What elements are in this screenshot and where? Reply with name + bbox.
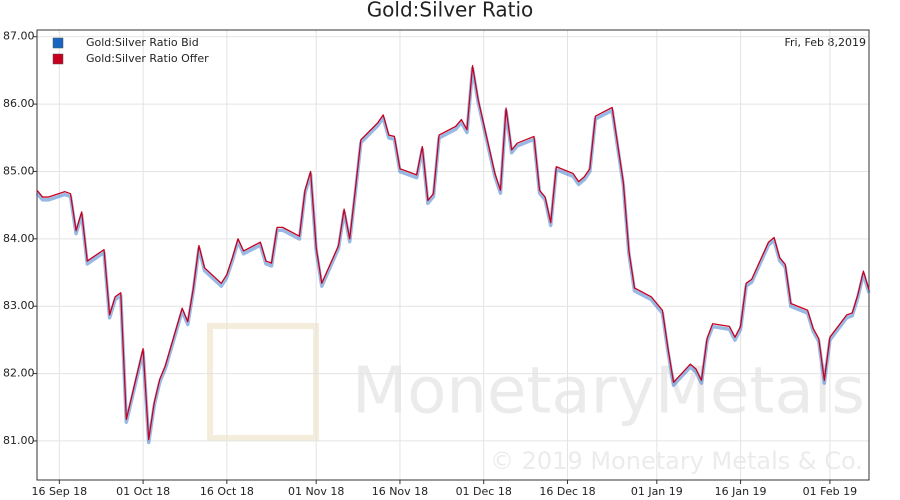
watermark: MonetaryMetals (352, 355, 865, 429)
y-tick-label: 83.00 (3, 299, 35, 312)
x-tick-label: 16 Sep 18 (31, 485, 87, 498)
date-label: Fri, Feb 8,2019 (784, 36, 866, 49)
x-tick-label: 16 Dec 18 (539, 485, 595, 498)
y-tick-label: 87.00 (3, 30, 35, 43)
y-tick-label: 84.00 (3, 232, 35, 245)
plot-frame (36, 29, 870, 481)
watermark-copyright: © 2019 Monetary Metals & Co. (490, 447, 863, 475)
series-line (35, 66, 871, 445)
watermark-logo (207, 323, 319, 441)
x-tick-label: 16 Jan 19 (715, 485, 767, 498)
legend-label: Gold:Silver Ratio Bid (86, 36, 199, 49)
y-tick-label: 86.00 (3, 97, 35, 110)
x-tick-label: 16 Oct 18 (200, 485, 254, 498)
legend-label: Gold:Silver Ratio Offer (86, 52, 209, 65)
x-tick-label: 01 Dec 18 (456, 485, 512, 498)
y-tick-label: 85.00 (3, 164, 35, 177)
legend-swatch (52, 53, 64, 65)
legend-swatch (52, 37, 64, 49)
x-tick-label: 01 Jan 19 (631, 485, 683, 498)
x-tick-label: 01 Nov 18 (288, 485, 344, 498)
watermark-layer: MonetaryMetals © 2019 Monetary Metals & … (207, 323, 865, 475)
y-tick-label: 81.00 (3, 434, 35, 447)
x-tick-label: 16 Nov 18 (372, 485, 428, 498)
x-tick-label: 01 Oct 18 (116, 485, 170, 498)
chart-title: Gold:Silver Ratio (367, 0, 534, 22)
series-line (36, 65, 870, 441)
x-tick-label: 01 Feb 19 (803, 485, 857, 498)
y-tick-label: 82.00 (3, 367, 35, 380)
